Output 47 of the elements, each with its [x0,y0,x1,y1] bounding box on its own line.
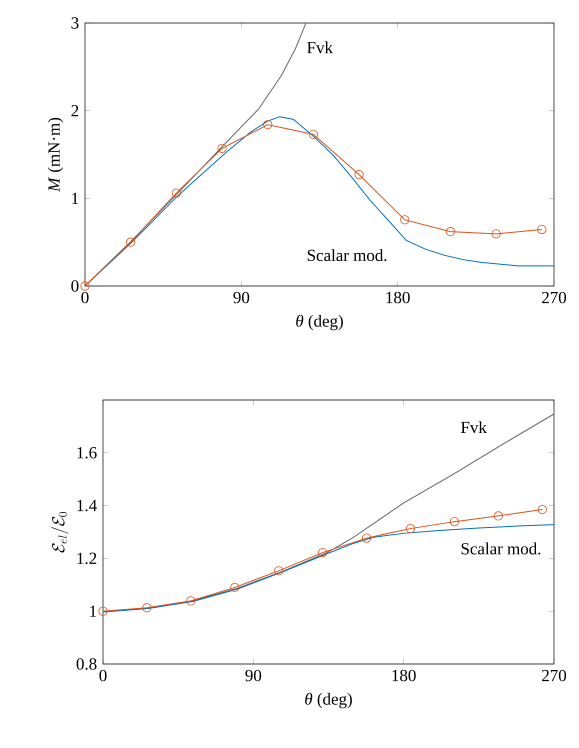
point [538,504,547,514]
point [217,144,227,153]
series-label: Scalar mod. [462,542,540,555]
point [98,606,108,616]
point [172,188,181,198]
x-tick-label: 0 [99,670,107,682]
line-series [103,524,554,612]
y-tick-label: 1 [72,192,78,204]
x-tick-label: 90 [245,670,262,682]
point [492,229,501,238]
series-label: Fvk [307,41,333,54]
y-tick-label: 1.2 [77,552,96,564]
y-axis-title: M (mN·m) [48,118,64,192]
y-tick-label: 1 [90,606,96,617]
point [263,120,272,130]
series-label: Scalar mod. [308,249,386,262]
y-tick-label: 2 [71,105,78,116]
point [274,566,284,576]
y-tick-label: 3 [72,17,78,29]
x-tick-label: 270 [542,292,566,304]
point [354,170,364,180]
x-tick-label: 180 [386,292,410,304]
point [406,524,416,534]
point [450,517,460,526]
x-tick-label: 90 [233,292,250,304]
point [308,130,318,139]
point [400,215,410,224]
y-tick-label: 1.4 [77,500,97,512]
point [362,533,372,543]
point [142,603,152,612]
series-label: Fvk [460,421,487,434]
point [80,281,90,291]
point [126,238,136,247]
x-tick-label: 180 [392,670,416,682]
point [494,511,503,520]
point [537,224,546,234]
point [318,548,328,558]
y-tick-label: 0.8 [76,658,97,670]
y-axis-title: $\mathcal{E}_{el}/\mathcal{E}_0$ [51,512,68,553]
point [446,227,456,236]
point [186,596,196,606]
y-tick-label: 1.6 [77,447,97,459]
x-axis-title: θ (deg) [305,692,352,708]
point [230,582,240,592]
x-axis-title: θ (deg) [296,314,343,330]
y-tick-label: 0 [71,280,79,292]
x-tick-label: 270 [542,670,566,682]
